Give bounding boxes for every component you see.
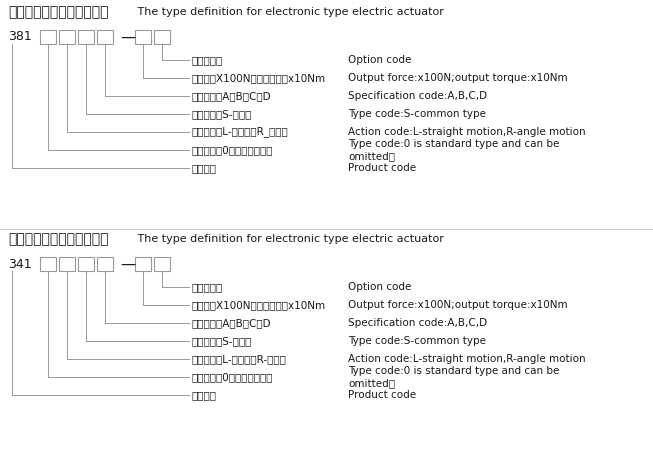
Text: Specification code:A,B,C,D: Specification code:A,B,C,D [348, 318, 487, 328]
Text: Type code:S-common type: Type code:S-common type [348, 336, 486, 346]
Bar [40, 257, 56, 271]
Bar [40, 30, 56, 44]
Text: 选择件代号: 选择件代号 [192, 282, 223, 292]
Text: Option code: Option code [348, 282, 411, 292]
Text: 类型代号：0为标准型可省略: 类型代号：0为标准型可省略 [192, 145, 274, 155]
Text: —: — [120, 30, 135, 44]
Text: omitted。: omitted。 [348, 378, 395, 388]
Bar [59, 257, 75, 271]
Text: omitted。: omitted。 [348, 151, 395, 161]
Text: Action code:L-straight motion,R-angle motion: Action code:L-straight motion,R-angle mo… [348, 127, 586, 137]
Bar [135, 257, 151, 271]
Bar [154, 257, 170, 271]
Text: Option code: Option code [348, 55, 411, 65]
Text: Output force:x100N;output torque:x10Nm: Output force:x100N;output torque:x10Nm [348, 73, 567, 83]
Bar [135, 30, 151, 44]
Bar [154, 30, 170, 44]
Text: 型号代号：S-普通型: 型号代号：S-普通型 [192, 109, 252, 119]
Text: 型号代号：S-普通型: 型号代号：S-普通型 [192, 336, 252, 346]
Text: 选择件代号: 选择件代号 [192, 55, 223, 65]
Text: Specification code:A,B,C,D: Specification code:A,B,C,D [348, 91, 487, 101]
Text: The type definition for electronic type electric actuator: The type definition for electronic type … [134, 234, 444, 244]
Text: 动作代号：L-直行程，R_角行程: 动作代号：L-直行程，R_角行程 [192, 127, 289, 138]
Text: 规格代号：A、B、C、D: 规格代号：A、B、C、D [192, 91, 272, 101]
Text: 产品代号: 产品代号 [192, 163, 217, 173]
Bar [78, 30, 94, 44]
Bar [97, 257, 113, 271]
Text: Action code:L-straight motion,R-angle motion: Action code:L-straight motion,R-angle mo… [348, 354, 586, 364]
Text: Output force:x100N;output torque:x10Nm: Output force:x100N;output torque:x10Nm [348, 300, 567, 310]
Text: 电子式电动执行器型号定义: 电子式电动执行器型号定义 [8, 5, 108, 19]
Text: 规格代号：A、B、C、D: 规格代号：A、B、C、D [192, 318, 272, 328]
Text: Type code:S-common type: Type code:S-common type [348, 109, 486, 119]
Text: 381: 381 [8, 31, 32, 43]
Text: 输出力：X100N；输出力矩：x10Nm: 输出力：X100N；输出力矩：x10Nm [192, 73, 326, 83]
Text: 产品代号: 产品代号 [192, 390, 217, 400]
Text: 输出力：X100N；输出力矩：x10Nm: 输出力：X100N；输出力矩：x10Nm [192, 300, 326, 310]
Text: 341: 341 [8, 257, 31, 271]
Text: Product code: Product code [348, 390, 416, 400]
Text: Type code:0 is standard type and can be: Type code:0 is standard type and can be [348, 139, 560, 149]
Bar [78, 257, 94, 271]
Text: Type code:0 is standard type and can be: Type code:0 is standard type and can be [348, 366, 560, 376]
Text: Product code: Product code [348, 163, 416, 173]
Text: 动作代号：L-直行程，R-角行程: 动作代号：L-直行程，R-角行程 [192, 354, 287, 364]
Text: 类型代号：0为标准型可省略: 类型代号：0为标准型可省略 [192, 372, 274, 382]
Bar [97, 30, 113, 44]
Text: The type definition for electronic type electric actuator: The type definition for electronic type … [134, 7, 444, 17]
Bar [59, 30, 75, 44]
Text: —: — [120, 256, 135, 271]
Text: 开关式电动执行器型号定义: 开关式电动执行器型号定义 [8, 232, 108, 246]
